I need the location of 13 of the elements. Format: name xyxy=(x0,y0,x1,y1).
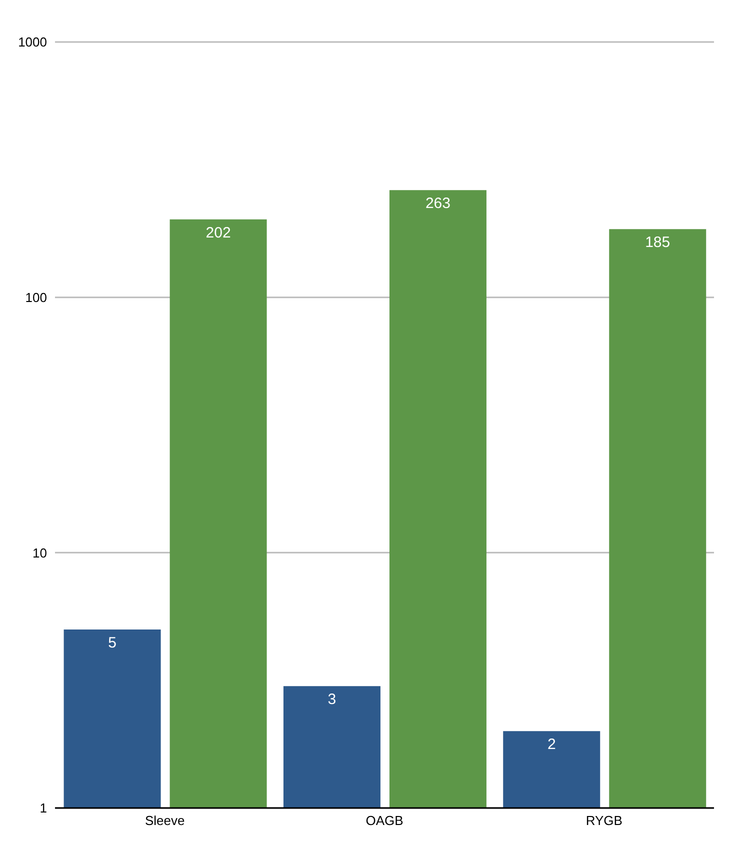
x-tick-label: Sleeve xyxy=(144,813,185,828)
x-tick-label: RYGB xyxy=(586,813,622,828)
y-tick-label: 1 xyxy=(40,800,47,816)
data-label: 3 xyxy=(328,691,336,708)
y-tick-label: 100 xyxy=(25,290,47,305)
data-label: 5 xyxy=(108,634,116,652)
data-label: 2 xyxy=(547,736,556,754)
data-label: 202 xyxy=(206,224,231,242)
y-tick-label: 1000 xyxy=(18,34,47,50)
y-tick-label: 10 xyxy=(32,545,47,560)
data-label: 263 xyxy=(425,195,450,212)
data-label: 185 xyxy=(645,234,670,252)
x-tick-label: OAGB xyxy=(366,813,404,828)
